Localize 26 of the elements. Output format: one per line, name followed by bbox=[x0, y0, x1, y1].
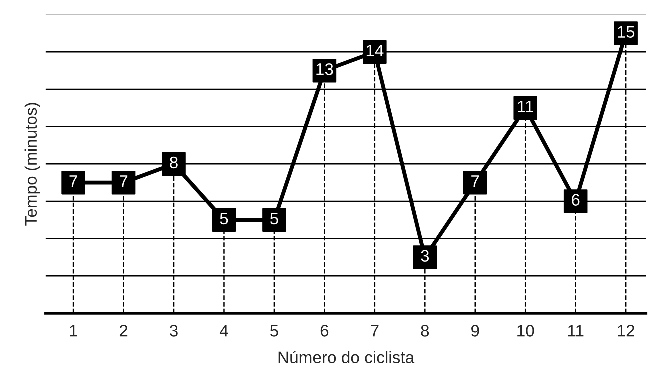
x-tick-label: 6 bbox=[320, 325, 329, 337]
x-tick-label: 7 bbox=[371, 325, 379, 337]
data-label: 5 bbox=[220, 213, 228, 225]
data-label: 8 bbox=[170, 156, 178, 169]
y-axis-title: Tempo (minutos) bbox=[24, 103, 40, 226]
data-label: 7 bbox=[472, 176, 480, 188]
x-tick-label: 1 bbox=[70, 325, 78, 337]
x-tick-label: 8 bbox=[421, 325, 430, 337]
data-label: 11 bbox=[518, 101, 534, 112]
data-label: 15 bbox=[618, 26, 635, 38]
x-tick-label: 5 bbox=[270, 325, 278, 337]
x-tick-label: 2 bbox=[120, 325, 128, 337]
x-tick-label: 10 bbox=[518, 325, 534, 337]
data-label: 14 bbox=[366, 45, 384, 56]
data-label: 3 bbox=[421, 250, 430, 262]
data-label: 6 bbox=[572, 194, 580, 206]
data-label: 5 bbox=[270, 213, 278, 225]
x-axis-title: Número do ciclista bbox=[278, 351, 415, 364]
x-tick-label: 12 bbox=[618, 325, 634, 337]
data-label: 7 bbox=[70, 176, 78, 188]
data-label: 13 bbox=[316, 64, 334, 76]
data-label: 7 bbox=[120, 176, 128, 188]
x-tick-label: 9 bbox=[472, 325, 480, 337]
x-tick-label: 4 bbox=[220, 325, 228, 337]
x-tick-label: 3 bbox=[170, 325, 178, 337]
x-tick-label: 11 bbox=[568, 325, 584, 337]
